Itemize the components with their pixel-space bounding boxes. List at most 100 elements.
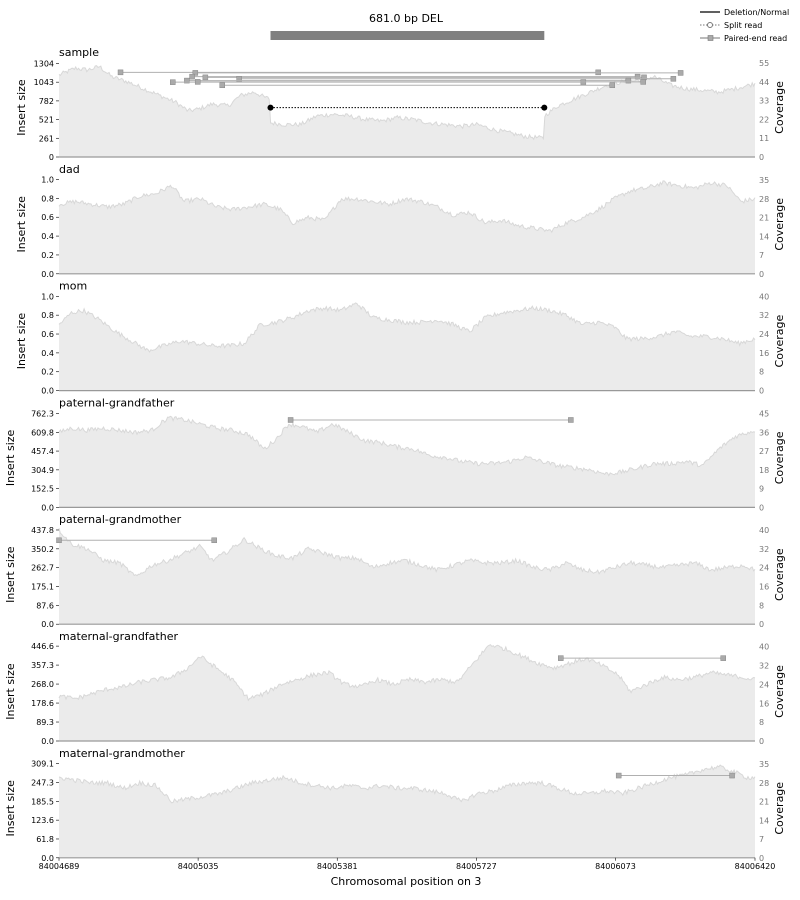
- coverage-tick-label: 0: [759, 620, 764, 629]
- y-tick-label: 437.8: [31, 526, 54, 535]
- coverage-tick-label: 36: [759, 428, 769, 437]
- coverage-area: [59, 65, 755, 157]
- coverage-tick-label: 27: [759, 447, 769, 456]
- legend: Deletion/Normal Split read Paired-end read: [700, 8, 789, 43]
- coverage-axis-label: Coverage: [773, 198, 786, 251]
- coverage-tick-label: 14: [759, 816, 769, 825]
- panel-title: paternal-grandfather: [59, 396, 175, 409]
- paired-end-read-start-marker: [194, 79, 201, 85]
- y-tick-label: 0.2: [41, 251, 54, 260]
- y-tick-label: 0.0: [41, 503, 54, 512]
- paired-end-read-end-marker: [211, 537, 217, 544]
- y-tick-label: 0.8: [41, 311, 54, 320]
- coverage-line: [58, 764, 756, 804]
- legend-label: Split read: [724, 21, 762, 30]
- y-axis-label: Insert size: [15, 196, 28, 253]
- panel-mom: mom 0.0 0.2 0.4 0.6 0.8 1.0 0 8 16 24 32 40 Insert si…: [15, 280, 786, 396]
- split-read-end-marker: [541, 104, 548, 111]
- paired-end-read-start-marker: [202, 74, 209, 81]
- y-axis-label: Insert size: [4, 546, 17, 603]
- y-tick-label: 87.6: [36, 601, 54, 610]
- y-tick-label: 0: [49, 153, 54, 162]
- coverage-tick-label: 8: [759, 368, 764, 377]
- coverage-line: [58, 644, 756, 702]
- variant-region-bar: [270, 31, 545, 40]
- coverage-axis-label: Coverage: [773, 782, 786, 835]
- y-tick-label: 309.1: [31, 760, 54, 769]
- coverage-axis-label: Coverage: [773, 548, 786, 601]
- coverage-tick-label: 21: [759, 798, 769, 807]
- coverage-axis-label: Coverage: [773, 81, 786, 134]
- coverage-tick-label: 44: [759, 78, 769, 87]
- coverage-line: [58, 65, 756, 141]
- y-tick-label: 262.7: [31, 564, 54, 573]
- paired-end-read-start-marker: [219, 82, 225, 89]
- y-tick-label: 1304: [34, 59, 54, 68]
- y-tick-label: 0.6: [41, 213, 54, 222]
- y-tick-label: 175.1: [31, 583, 54, 592]
- coverage-line: [58, 180, 756, 234]
- panel-maternal-grandmother: maternal-grandmother 0.0 61.8 123.6 185.5 247…: [4, 747, 786, 863]
- paired-end-read-start-marker: [615, 772, 622, 779]
- paired-end-read-end-marker: [609, 82, 616, 89]
- paired-end-read-start-marker: [236, 76, 242, 82]
- coverage-tick-label: 9: [759, 485, 764, 494]
- paired-end-read-end-marker: [568, 417, 574, 423]
- x-axis-label: Chromosomal position on 3: [331, 875, 482, 888]
- coverage-line: [58, 302, 756, 353]
- y-tick-label: 0.0: [41, 387, 54, 396]
- coverage-tick-label: 21: [759, 214, 769, 223]
- panel-paternal-grandmother: paternal-grandmother 0.0 87.6 175.1 262.7 350…: [4, 513, 786, 629]
- paired-end-read-end-marker: [670, 76, 677, 82]
- coverage-tick-label: 0: [759, 854, 764, 863]
- y-tick-label: 0.4: [41, 232, 54, 241]
- coverage-tick-label: 11: [759, 134, 769, 143]
- coverage-tick-label: 0: [759, 737, 764, 746]
- coverage-area: [59, 180, 755, 274]
- coverage-tick-label: 55: [759, 59, 769, 68]
- coverage-axis-label: Coverage: [773, 665, 786, 718]
- coverage-tick-label: 40: [759, 292, 769, 301]
- paired-end-read-end-marker: [729, 772, 735, 779]
- paired-end-read-end-marker: [720, 655, 726, 661]
- coverage-tick-label: 35: [759, 760, 769, 769]
- coverage-tick-label: 0: [759, 387, 764, 396]
- coverage-tick-label: 40: [759, 526, 769, 535]
- panel-paternal-grandfather: paternal-grandfather 0.0 152.5 304.9 457.4 60…: [4, 396, 786, 512]
- paired-end-read-start-marker: [117, 69, 124, 76]
- y-tick-label: 1.0: [41, 292, 54, 301]
- coverage-tick-label: 28: [759, 195, 769, 204]
- y-tick-label: 0.0: [41, 854, 54, 863]
- x-tick-label: 84005035: [178, 862, 219, 871]
- coverage-area: [59, 765, 755, 858]
- paired-end-read-start-marker: [184, 77, 190, 84]
- paired-end-read-start-marker: [189, 73, 195, 80]
- y-tick-label: 261: [39, 134, 54, 143]
- coverage-tick-label: 22: [759, 115, 769, 124]
- y-tick-label: 247.3: [31, 778, 54, 787]
- panel-title: paternal-grandmother: [59, 513, 182, 526]
- y-tick-label: 89.3: [36, 718, 54, 727]
- x-tick-label: 84005381: [317, 862, 358, 871]
- coverage-tick-label: 35: [759, 176, 769, 185]
- y-tick-label: 268.0: [31, 680, 54, 689]
- y-tick-label: 0.6: [41, 330, 54, 339]
- coverage-axis-label: Coverage: [773, 315, 786, 368]
- panel-title: dad: [59, 163, 80, 176]
- y-tick-label: 185.5: [31, 797, 54, 806]
- coverage-area: [59, 416, 755, 508]
- y-tick-label: 0.0: [41, 270, 54, 279]
- y-tick-label: 304.9: [31, 466, 54, 475]
- coverage-tick-label: 8: [759, 718, 764, 727]
- coverage-area: [59, 528, 755, 625]
- legend-split-marker: [707, 22, 713, 28]
- legend-paired-marker: [707, 35, 714, 41]
- x-tick-label: 84006073: [595, 862, 636, 871]
- paired-end-read-end-marker: [625, 77, 632, 84]
- coverage-tick-label: 8: [759, 601, 764, 610]
- panels: sample 0 261 521 782 1043 1304 0 11 22 33 44 55 Inser…: [4, 46, 786, 863]
- y-tick-label: 446.6: [31, 642, 54, 651]
- y-tick-label: 0.0: [41, 737, 54, 746]
- coverage-tick-label: 24: [759, 330, 769, 339]
- y-tick-label: 521: [39, 116, 54, 125]
